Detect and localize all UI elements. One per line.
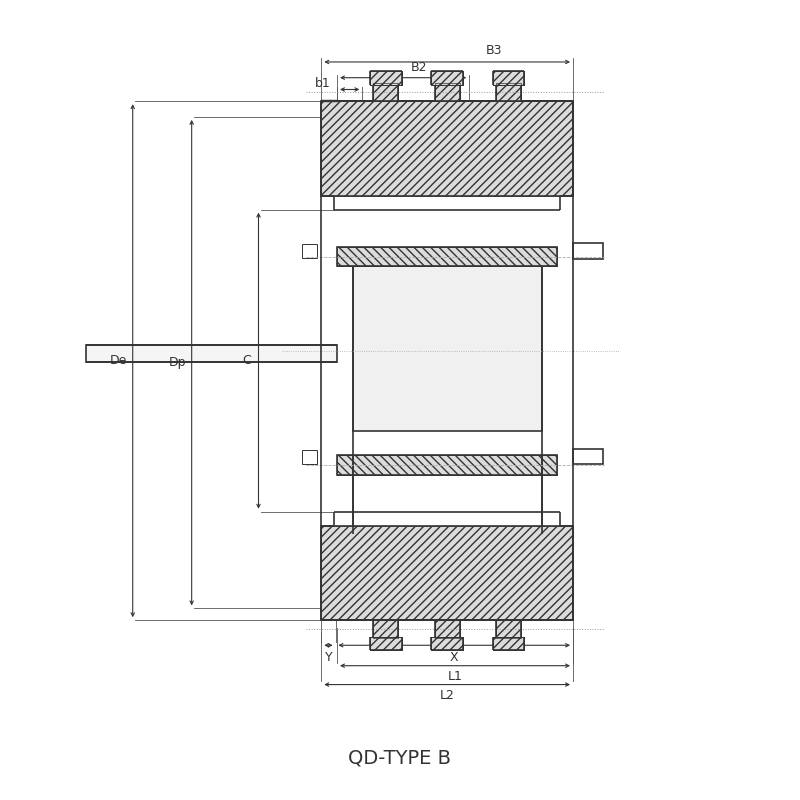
Bar (322, 526, 573, 620)
Bar (374, 620, 398, 638)
Bar (434, 83, 460, 102)
Bar (374, 620, 398, 638)
Bar (434, 620, 460, 638)
Text: De: De (110, 354, 127, 367)
Bar (496, 83, 521, 102)
Bar (434, 83, 460, 102)
Bar (86, 345, 337, 362)
Bar (493, 637, 524, 650)
Bar (374, 83, 398, 102)
Bar (322, 526, 573, 620)
Text: C: C (242, 354, 251, 367)
Text: X: X (450, 651, 458, 664)
Bar (337, 455, 558, 474)
Text: Y: Y (325, 651, 332, 664)
Bar (496, 83, 521, 102)
Bar (496, 620, 521, 638)
Bar (573, 449, 603, 465)
Bar (370, 637, 402, 650)
Text: Dp: Dp (169, 356, 186, 369)
Bar (302, 243, 318, 258)
Bar (370, 637, 402, 650)
Bar (322, 102, 573, 196)
Bar (493, 71, 524, 85)
Text: QD-TYPE B: QD-TYPE B (349, 748, 451, 767)
Bar (496, 620, 521, 638)
Bar (322, 100, 338, 102)
Bar (302, 450, 318, 464)
Bar (573, 242, 603, 258)
Bar (337, 246, 558, 266)
Text: L2: L2 (440, 689, 454, 702)
Bar (374, 83, 398, 102)
Bar (431, 71, 463, 85)
Bar (370, 71, 402, 85)
Text: B2: B2 (410, 61, 427, 74)
Text: L1: L1 (447, 670, 462, 683)
Bar (337, 455, 558, 474)
Bar (431, 637, 463, 650)
Bar (493, 71, 524, 85)
Bar (370, 71, 402, 85)
Text: B3: B3 (486, 45, 502, 58)
Bar (493, 637, 524, 650)
Text: b1: b1 (315, 77, 331, 90)
Bar (434, 620, 460, 638)
Bar (322, 102, 573, 196)
Bar (431, 637, 463, 650)
Bar (431, 71, 463, 85)
Bar (337, 246, 558, 266)
Bar (353, 266, 542, 431)
